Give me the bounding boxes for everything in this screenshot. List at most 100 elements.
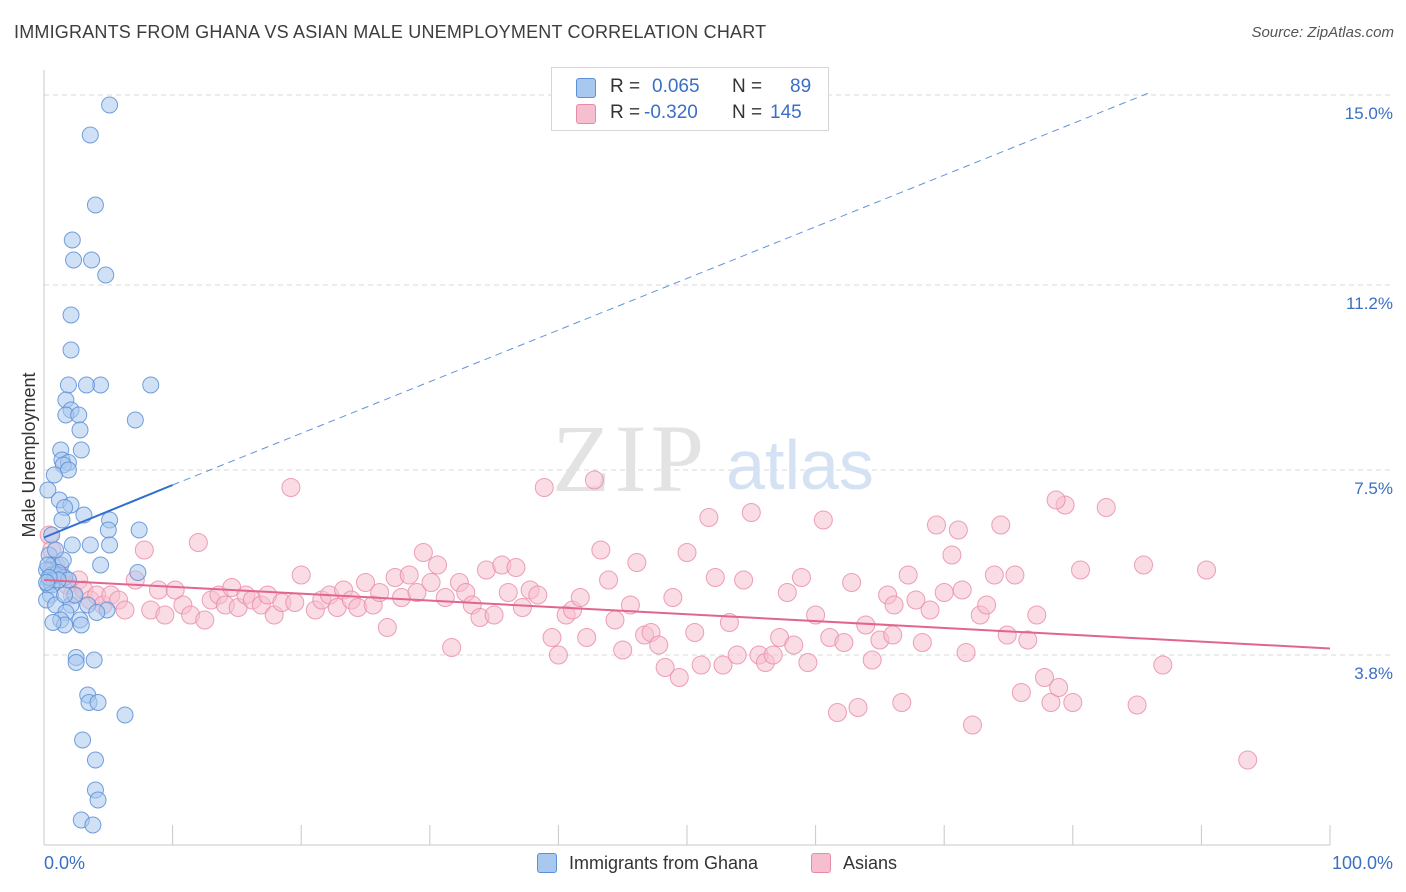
ghana-point xyxy=(70,406,88,424)
asian-point xyxy=(599,570,619,590)
asian-point xyxy=(952,580,972,600)
ghana-point xyxy=(97,266,115,284)
asian-point xyxy=(1238,750,1258,770)
correlation-legend: R = 0.065 N = 89 R = -0.320 N = 145 xyxy=(551,67,829,131)
asian-point xyxy=(605,610,625,630)
asian-point xyxy=(115,600,135,620)
watermark: ZIP atlas xyxy=(552,405,874,512)
asian-point xyxy=(506,558,526,577)
asian-point xyxy=(591,540,611,560)
ghana-point xyxy=(142,376,160,394)
legend-n-value: 145 xyxy=(770,102,802,123)
asian-point xyxy=(534,478,554,497)
asian-point xyxy=(291,565,311,585)
asian-point xyxy=(428,555,448,575)
asian-point xyxy=(627,553,647,572)
bottom-legend-label-asian: Asians xyxy=(843,853,898,873)
ghana-point xyxy=(130,521,148,539)
asian-point xyxy=(948,520,968,540)
asian-point xyxy=(613,640,633,660)
asian-point xyxy=(281,478,301,497)
asian-point xyxy=(1096,498,1116,517)
asian-point xyxy=(570,588,590,607)
ghana-point xyxy=(45,466,63,484)
ghana-point xyxy=(72,441,90,459)
asian-point xyxy=(669,668,689,687)
ghana-point xyxy=(81,536,99,554)
asian-point xyxy=(991,515,1011,535)
ghana-point xyxy=(65,251,83,269)
asian-point xyxy=(188,533,208,552)
asian-point xyxy=(1049,678,1069,697)
asian-point xyxy=(663,588,683,607)
asian-point xyxy=(942,545,962,565)
ghana-point xyxy=(88,604,106,621)
ghana-point xyxy=(77,376,95,394)
legend-swatch-ghana xyxy=(576,78,596,98)
bottom-legend-label-ghana: Immigrants from Ghana xyxy=(569,853,759,873)
asian-point xyxy=(920,600,940,620)
asian-point xyxy=(677,543,697,562)
asian-point xyxy=(705,568,725,587)
asian-point xyxy=(1063,693,1083,712)
asian-point xyxy=(1035,668,1055,687)
asian-point xyxy=(884,595,904,615)
asian-point xyxy=(862,650,882,670)
asian-point xyxy=(155,605,175,625)
asian-point xyxy=(413,543,433,562)
ghana-point xyxy=(92,376,110,394)
y-axis-label: Male Unemployment xyxy=(19,372,39,537)
asian-point xyxy=(498,583,518,602)
asian-point xyxy=(1027,605,1047,625)
asian-point xyxy=(377,618,397,637)
asian-point xyxy=(435,588,455,607)
asian-point xyxy=(784,635,804,655)
asian-point xyxy=(407,583,427,602)
ghana-point xyxy=(129,564,147,581)
legend-swatch-asian xyxy=(576,104,596,124)
ghana-point xyxy=(92,556,110,574)
asian-point xyxy=(1127,695,1147,715)
y-tick-label: 15.0% xyxy=(1345,104,1393,123)
y-tick-label: 7.5% xyxy=(1354,479,1393,498)
asian-point xyxy=(892,693,912,712)
asian-point xyxy=(912,633,932,652)
asian-point xyxy=(956,643,976,662)
asian-point xyxy=(834,633,854,652)
ghana-point xyxy=(83,251,101,269)
ghana-point xyxy=(89,791,107,809)
asian-point xyxy=(421,573,441,592)
asian-point xyxy=(1011,683,1031,702)
asian-point xyxy=(134,540,154,560)
ghana-point xyxy=(99,521,117,539)
asian-point xyxy=(356,573,375,592)
asian-point xyxy=(926,515,946,535)
chart-source: Source: ZipAtlas.com xyxy=(1251,24,1394,41)
asian-point xyxy=(1197,560,1217,580)
asian-points xyxy=(39,470,1258,770)
ghana-points xyxy=(38,96,160,834)
asian-point xyxy=(655,658,675,677)
ghana-point xyxy=(86,751,104,769)
asian-trend-line xyxy=(43,579,1331,650)
asian-point xyxy=(977,595,997,615)
ghana-point xyxy=(62,341,80,359)
asian-point xyxy=(1041,693,1061,712)
legend-n-label: N = xyxy=(732,102,763,123)
ghana-point xyxy=(59,376,77,394)
asian-point xyxy=(165,580,185,600)
ghana-point xyxy=(101,536,119,554)
asian-point xyxy=(734,570,754,590)
ghana-point xyxy=(126,411,144,429)
asian-point xyxy=(713,655,733,675)
watermark-atlas: atlas xyxy=(726,426,874,504)
asian-point xyxy=(1005,565,1025,585)
asian-point xyxy=(584,470,604,490)
watermark-zip: ZIP xyxy=(552,405,708,512)
ghana-point xyxy=(81,126,99,144)
legend-r-label: R = xyxy=(610,102,641,123)
asian-point xyxy=(699,508,719,527)
ghana-point xyxy=(63,231,81,249)
asian-point xyxy=(1046,490,1066,510)
ghana-point xyxy=(89,694,107,711)
